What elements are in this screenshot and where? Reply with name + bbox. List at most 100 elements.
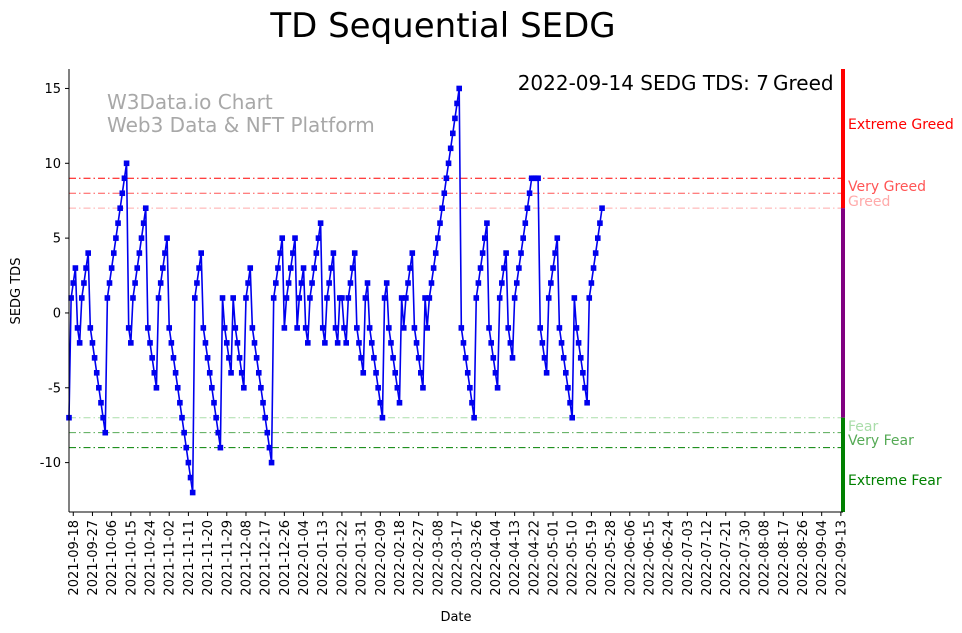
- data-point: [149, 355, 155, 361]
- data-point: [368, 340, 375, 346]
- data-point: [558, 340, 565, 346]
- x-tick-label: 2022-09-04: [815, 520, 830, 596]
- data-point: [317, 220, 324, 226]
- data-point: [345, 295, 352, 301]
- data-point: [554, 235, 561, 241]
- y-tick-label: 10: [44, 157, 61, 172]
- data-point: [422, 295, 428, 301]
- data-point: [217, 444, 224, 451]
- data-point: [375, 384, 381, 391]
- data-point: [509, 355, 516, 361]
- data-point: [164, 235, 170, 241]
- data-point: [377, 399, 384, 406]
- data-point: [98, 399, 104, 406]
- data-point: [294, 325, 300, 331]
- watermark-line-2: Web3 Data & NFT Platform: [107, 113, 375, 137]
- data-point: [281, 325, 288, 331]
- data-point: [486, 325, 492, 331]
- data-point: [577, 355, 584, 361]
- data-point: [541, 355, 548, 361]
- x-tick-label: 2021-09-18: [67, 520, 82, 596]
- data-point: [183, 444, 190, 451]
- x-tick-label: 2021-10-24: [144, 520, 159, 596]
- data-point: [93, 370, 100, 376]
- data-point: [450, 130, 456, 137]
- x-tick-label: 2022-04-22: [527, 520, 542, 596]
- zone-label: Extreme Greed: [848, 117, 954, 133]
- data-point: [560, 355, 567, 361]
- data-point: [326, 280, 332, 286]
- data-point: [104, 295, 111, 301]
- data-point: [526, 190, 533, 197]
- data-point: [185, 459, 192, 466]
- data-point: [145, 325, 151, 331]
- x-tick-label: 2021-11-02: [163, 520, 178, 596]
- data-point: [200, 325, 207, 331]
- zone-label: Very Greed: [848, 179, 926, 195]
- data-point: [315, 235, 322, 241]
- x-tick-label: 2021-10-06: [105, 520, 120, 596]
- data-point: [213, 414, 219, 421]
- data-point: [488, 340, 494, 346]
- data-point: [477, 265, 484, 271]
- data-point: [392, 370, 399, 376]
- data-point: [204, 355, 211, 361]
- data-point: [573, 325, 580, 331]
- data-point: [147, 340, 153, 346]
- data-point: [283, 295, 290, 301]
- data-point: [537, 325, 544, 331]
- data-point: [241, 384, 247, 391]
- x-tick-label: 2022-02-09: [374, 520, 389, 596]
- data-point: [174, 384, 181, 391]
- data-point: [232, 325, 239, 331]
- x-tick-label: 2022-02-27: [412, 520, 427, 596]
- data-point: [319, 325, 326, 331]
- data-point: [324, 295, 330, 301]
- data-point: [275, 265, 281, 271]
- data-point: [456, 85, 462, 92]
- data-point: [245, 280, 251, 286]
- y-axis-label: SEDG TDS: [9, 258, 24, 325]
- data-point: [464, 370, 471, 376]
- data-point: [258, 384, 264, 391]
- x-tick-label: 2022-05-01: [547, 520, 562, 596]
- data-point: [177, 399, 183, 406]
- data-point: [226, 355, 232, 361]
- data-point: [130, 295, 136, 301]
- data-point: [575, 340, 582, 346]
- data-point: [123, 160, 130, 167]
- data-point: [349, 265, 356, 271]
- data-point: [219, 295, 226, 301]
- data-point: [339, 295, 345, 301]
- data-point: [543, 370, 550, 376]
- data-point: [255, 370, 262, 376]
- data-point: [407, 265, 413, 271]
- data-point: [238, 370, 245, 376]
- data-point: [83, 265, 89, 271]
- data-point: [334, 340, 341, 346]
- x-tick-label: 2022-05-28: [604, 520, 619, 596]
- data-point: [322, 340, 328, 346]
- data-point: [360, 370, 367, 376]
- data-point: [309, 280, 315, 286]
- data-point: [108, 265, 115, 271]
- data-point: [285, 280, 292, 286]
- data-point: [516, 265, 522, 271]
- data-point: [475, 280, 482, 286]
- data-point: [91, 355, 98, 361]
- x-tick-label: 2022-08-17: [777, 520, 792, 596]
- data-point: [187, 474, 194, 481]
- data-point: [343, 340, 349, 346]
- data-point: [290, 250, 296, 256]
- data-point: [221, 325, 228, 331]
- y-tick-label: 15: [44, 82, 61, 97]
- data-point: [305, 340, 311, 346]
- x-tick-label: 2022-07-03: [681, 520, 696, 596]
- data-point: [160, 265, 166, 271]
- data-point: [426, 295, 433, 301]
- data-point: [552, 250, 558, 256]
- data-point: [102, 429, 109, 436]
- data-point: [264, 429, 271, 436]
- x-tick-label: 2022-08-08: [758, 520, 773, 596]
